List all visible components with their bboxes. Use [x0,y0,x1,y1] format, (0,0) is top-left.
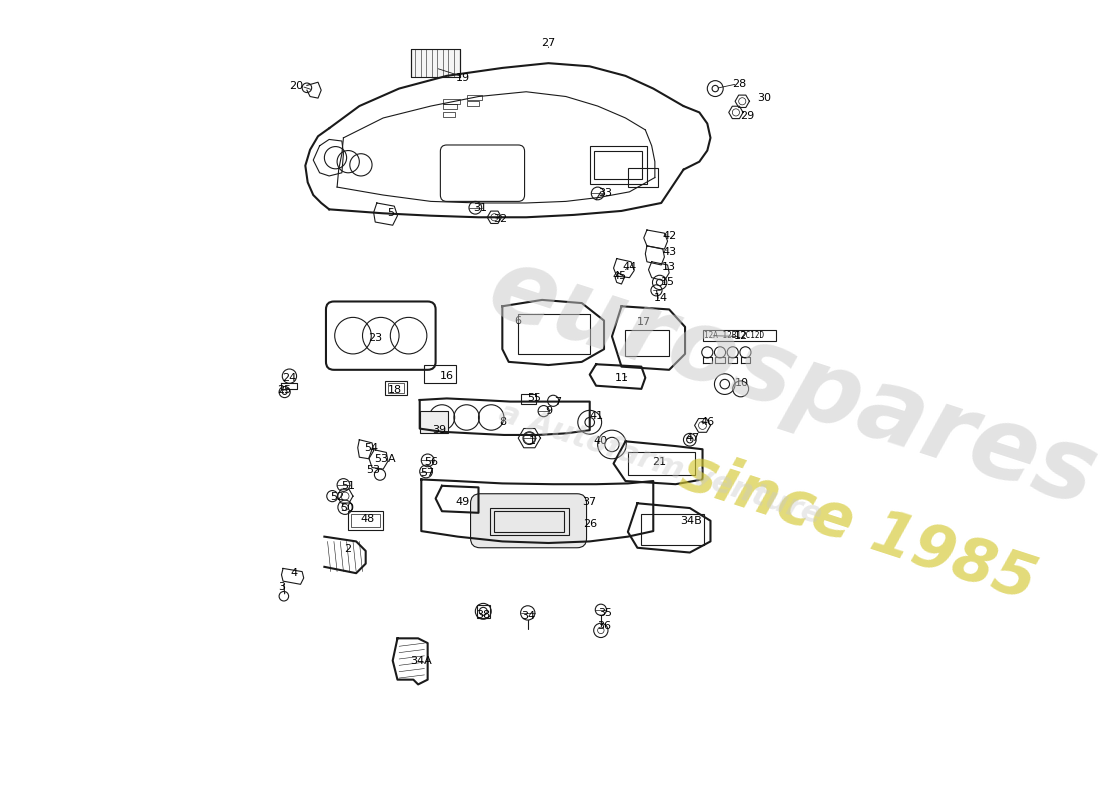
Text: 50: 50 [340,503,354,513]
Bar [466,95,483,100]
Text: 55: 55 [527,394,541,403]
Bar [442,113,454,117]
Text: 10: 10 [735,378,749,387]
Text: 19: 19 [455,74,470,83]
Text: 20: 20 [288,81,302,91]
Bar [703,330,775,342]
Text: 40: 40 [594,436,608,446]
Bar [425,365,456,382]
Text: 15: 15 [661,278,674,287]
Text: 11: 11 [615,373,628,382]
Text: 32: 32 [494,214,508,224]
Text: 1: 1 [529,436,536,446]
Text: 12A 12B12C12D: 12A 12B12C12D [704,331,764,340]
Text: 44: 44 [623,262,637,271]
Text: 7: 7 [554,397,561,406]
Text: 42: 42 [662,231,676,242]
Text: 39: 39 [431,425,446,435]
Bar [442,105,458,110]
Text: 26: 26 [583,519,597,529]
Text: 6: 6 [515,315,521,326]
Text: 21: 21 [652,457,667,467]
Text: 52: 52 [330,492,344,502]
Text: 18: 18 [388,386,403,395]
Text: 29: 29 [740,110,755,121]
Text: 36: 36 [597,621,611,630]
Bar [626,330,669,355]
Bar [640,514,704,545]
Text: 34: 34 [520,611,535,621]
Text: 33: 33 [598,189,613,198]
Text: 16: 16 [440,371,453,381]
Text: 35: 35 [598,608,613,618]
Text: 48: 48 [360,514,374,524]
Bar [442,99,460,104]
Text: 28: 28 [732,79,746,89]
Text: 8: 8 [498,418,506,427]
Text: 3: 3 [278,582,285,592]
Bar [628,168,658,187]
Bar [494,511,564,532]
Bar [351,514,380,527]
Text: 47: 47 [686,433,700,443]
Bar [420,411,448,434]
Text: 34A: 34A [410,655,432,666]
Text: 37: 37 [583,497,597,506]
Text: 57: 57 [420,468,434,478]
Text: 9: 9 [544,406,552,416]
Text: 31: 31 [473,202,487,213]
Text: 12: 12 [734,331,748,342]
Text: 17: 17 [637,317,651,327]
Text: 41: 41 [588,411,603,421]
Text: 34B: 34B [681,516,702,526]
Text: 43: 43 [662,247,676,258]
Text: eurospares: eurospares [476,240,1100,528]
Text: 14: 14 [654,294,669,303]
Text: 4: 4 [290,568,298,578]
Text: 49: 49 [455,497,470,506]
Text: 56: 56 [424,457,438,467]
Text: 38: 38 [476,610,491,619]
Bar [466,102,480,106]
Bar [590,146,647,184]
Text: since 1985: since 1985 [673,442,1043,614]
Text: 5: 5 [387,208,395,218]
Text: 54: 54 [364,442,378,453]
Bar [385,381,407,395]
Text: 13: 13 [662,262,676,271]
Text: 23: 23 [368,333,383,343]
Text: 2: 2 [344,544,351,554]
Bar [490,508,569,535]
Bar [388,383,404,393]
FancyBboxPatch shape [471,494,586,548]
Text: 24: 24 [283,373,297,382]
Bar [594,150,642,179]
Bar [349,511,383,530]
Text: a Autofarm venture: a Autofarm venture [495,398,825,530]
Text: 30: 30 [758,93,771,103]
Bar [628,453,695,474]
Text: 46: 46 [701,418,714,427]
Text: 51: 51 [341,481,355,490]
Bar [477,605,490,618]
Text: 53: 53 [366,465,381,475]
Text: 25: 25 [277,386,290,395]
Text: 27: 27 [541,38,556,47]
Text: 45: 45 [613,271,627,281]
Bar [521,394,536,404]
Bar [518,314,590,354]
Text: 53A: 53A [374,454,396,464]
Bar [411,49,460,78]
